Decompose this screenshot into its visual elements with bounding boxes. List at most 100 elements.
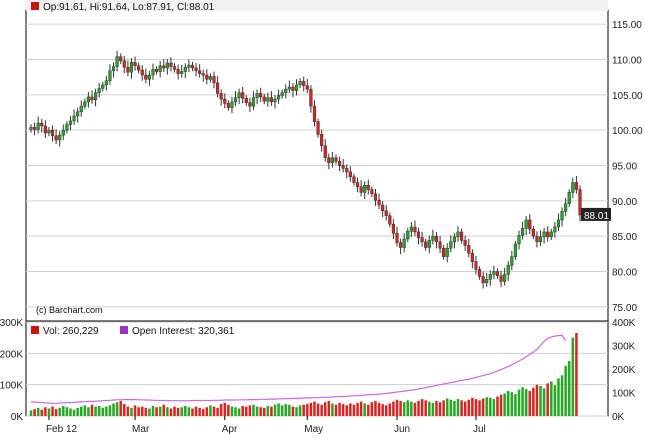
volume-bar (546, 383, 549, 416)
candle-body (129, 62, 134, 73)
volume-bar (130, 407, 133, 416)
volume-bar (198, 407, 201, 416)
price-tick-label: 110.00 (612, 55, 642, 66)
candle-body (513, 243, 518, 257)
volume-bar (460, 400, 463, 416)
candle-body (528, 219, 532, 230)
open-interest-tick-label: 300K (612, 342, 636, 353)
candle-body (567, 192, 571, 204)
volume-bar (567, 361, 571, 416)
price-tick-label: 75.00 (612, 303, 637, 314)
candle-body (190, 64, 195, 69)
candle-body (233, 97, 238, 103)
volume-bar (176, 407, 180, 416)
candle-body (431, 235, 435, 241)
volume-bar (255, 406, 259, 416)
candle-body (345, 168, 349, 173)
candle-body (86, 96, 91, 103)
volume-tick-label: 0K (11, 412, 24, 423)
candle-body (198, 70, 202, 74)
x-tick-label: Feb 12 (46, 424, 78, 435)
candle-body (456, 231, 460, 238)
candle-body (510, 256, 514, 266)
candle-body (442, 247, 446, 257)
volume-bar (241, 405, 244, 416)
candle-body (97, 88, 101, 93)
candle-body (330, 157, 335, 163)
candle-body (445, 247, 449, 257)
candle-body (359, 186, 363, 193)
candle-body (485, 279, 489, 284)
volume-bar (374, 400, 377, 416)
volume-bar (47, 408, 51, 416)
candle-body (395, 233, 399, 243)
volume-bar (320, 404, 323, 416)
candle-body (402, 238, 406, 248)
candle-body (564, 203, 568, 212)
candle-body (416, 231, 421, 238)
candle-body (137, 65, 141, 71)
candles (29, 50, 582, 289)
candle-body (312, 105, 317, 122)
candle-body (520, 228, 525, 236)
volume-bar (126, 406, 130, 416)
volume-bar (69, 408, 72, 416)
volume-bar (158, 406, 162, 416)
volume-bar (65, 407, 69, 416)
candle-body (36, 122, 40, 130)
candle-body (388, 215, 392, 225)
volume-bar (29, 410, 33, 416)
volume-bar (503, 393, 506, 416)
volume-bar (97, 405, 101, 416)
candle-body (467, 245, 471, 254)
volume-panel-frame (25, 321, 609, 417)
candle-body (373, 193, 378, 201)
volume-bar (72, 409, 76, 416)
volume-bar (345, 405, 349, 416)
candle-body (83, 101, 87, 107)
volume-bar (166, 407, 169, 416)
candle-body (420, 237, 424, 243)
volume-bar (277, 403, 280, 416)
candle-body (251, 97, 256, 107)
candle-body (154, 69, 159, 72)
volume-bar (575, 332, 578, 416)
candle-body (122, 60, 126, 68)
volume-tick-label: 200K (0, 349, 23, 360)
volume-bar (302, 404, 305, 416)
candle-body (269, 97, 274, 103)
volume-bar (230, 406, 234, 416)
candle-body (201, 73, 205, 76)
volume-bar (270, 406, 273, 416)
volume-bar (187, 407, 191, 416)
volume-swatch (31, 326, 39, 334)
candle-body (111, 66, 116, 72)
volume-bar (542, 388, 546, 416)
volume-bar (216, 407, 219, 416)
candle-body (219, 93, 223, 100)
volume-bar (384, 405, 388, 416)
volume-bar (288, 404, 291, 416)
volume-bar (557, 378, 560, 416)
volume-bar (248, 405, 252, 416)
candle-body (276, 95, 281, 100)
candle-body (291, 86, 295, 91)
candle-body (61, 129, 65, 136)
candle-body (93, 92, 98, 101)
candle-body (244, 98, 248, 103)
candle-body (449, 241, 453, 249)
volume-bar (219, 404, 223, 416)
candle-body (391, 223, 396, 234)
candle-body (398, 242, 403, 248)
svg-text:88.01: 88.01 (584, 211, 609, 222)
volume-bar (252, 404, 255, 416)
candle-body (119, 56, 123, 62)
volume-bars (29, 332, 578, 416)
volume-bar (262, 407, 266, 416)
candle-body (553, 226, 557, 233)
volume-bar (388, 403, 392, 416)
volume-bar (108, 405, 112, 416)
candle-body (366, 185, 370, 190)
x-axis: Feb 12 Mar Apr May Jun Jul (46, 416, 486, 435)
price-tick-label: 80.00 (612, 268, 637, 279)
